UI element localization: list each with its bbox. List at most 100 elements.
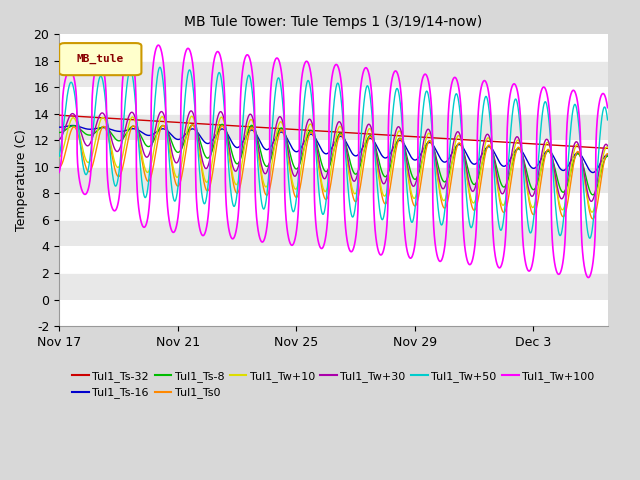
Legend: Tul1_Ts-32, Tul1_Ts-16, Tul1_Ts-8, Tul1_Ts0, Tul1_Tw+10, Tul1_Tw+30, Tul1_Tw+50,: Tul1_Ts-32, Tul1_Ts-16, Tul1_Ts-8, Tul1_… xyxy=(68,367,599,403)
Title: MB Tule Tower: Tule Temps 1 (3/19/14-now): MB Tule Tower: Tule Temps 1 (3/19/14-now… xyxy=(184,15,483,29)
Tul1_Tw+30 xyxy=(588,198,595,204)
Line: Tul1_Tw+100: Tul1_Tw+100 xyxy=(59,45,607,277)
Line: Tul1_Tw+10: Tul1_Tw+10 xyxy=(59,116,607,212)
Tul1_Ts-32 xyxy=(506,140,514,145)
Tul1_Tw+10 xyxy=(155,121,163,127)
Tul1_Tw+100 xyxy=(506,92,514,97)
Tul1_Ts-32 xyxy=(604,145,611,151)
Tul1_Tw+30 xyxy=(506,160,514,166)
Tul1_Ts-32 xyxy=(265,125,273,131)
Line: Tul1_Tw+30: Tul1_Tw+30 xyxy=(59,111,607,201)
Bar xyxy=(59,300,607,326)
Tul1_Tw+50 xyxy=(604,117,611,123)
Bar xyxy=(59,35,607,61)
Tul1_Ts-16 xyxy=(155,127,163,133)
Tul1_Tw+100 xyxy=(265,202,273,208)
Tul1_Ts0 xyxy=(412,203,420,208)
Tul1_Tw+30 xyxy=(412,180,420,185)
Line: Tul1_Ts-32: Tul1_Ts-32 xyxy=(59,115,607,148)
Tul1_Ts0 xyxy=(189,122,196,128)
Tul1_Ts0 xyxy=(589,216,596,222)
Line: Tul1_Ts-8: Tul1_Ts-8 xyxy=(59,124,607,195)
Tul1_Tw+50 xyxy=(465,214,472,219)
Tul1_Tw+100 xyxy=(604,105,611,110)
Tul1_Tw+50 xyxy=(265,171,273,177)
Bar xyxy=(59,193,607,220)
Tul1_Tw+50 xyxy=(384,172,392,178)
Tul1_Tw+10 xyxy=(604,144,611,150)
Tul1_Ts-16 xyxy=(506,156,514,162)
Tul1_Tw+50 xyxy=(412,197,420,203)
Tul1_Ts0 xyxy=(604,151,611,156)
Tul1_Ts0 xyxy=(55,164,63,170)
Tul1_Tw+50 xyxy=(55,154,63,159)
FancyBboxPatch shape xyxy=(59,43,141,75)
Tul1_Tw+30 xyxy=(155,112,163,118)
Tul1_Ts-32 xyxy=(384,132,392,138)
Bar xyxy=(59,114,607,141)
Tul1_Tw+100 xyxy=(55,169,63,175)
Tul1_Ts-32 xyxy=(412,134,420,140)
Tul1_Tw+30 xyxy=(55,137,63,143)
Tul1_Ts-8 xyxy=(218,121,226,127)
Tul1_Tw+50 xyxy=(506,136,514,142)
Tul1_Tw+100 xyxy=(384,183,392,189)
Tul1_Tw+10 xyxy=(384,184,392,190)
Tul1_Ts-16 xyxy=(55,124,63,130)
Tul1_Ts-8 xyxy=(412,176,420,182)
Tul1_Tw+50 xyxy=(586,235,594,241)
Tul1_Ts-8 xyxy=(506,169,514,175)
Tul1_Tw+10 xyxy=(588,209,596,215)
Tul1_Tw+30 xyxy=(265,163,273,169)
Bar xyxy=(59,273,607,300)
Tul1_Tw+30 xyxy=(604,143,611,149)
Tul1_Tw+50 xyxy=(155,66,163,72)
Tul1_Ts-16 xyxy=(412,157,420,163)
Line: Tul1_Tw+50: Tul1_Tw+50 xyxy=(59,67,607,238)
Tul1_Tw+100 xyxy=(412,233,420,239)
Bar xyxy=(59,61,607,87)
Tul1_Ts-8 xyxy=(155,127,163,132)
Bar xyxy=(59,87,607,114)
Tul1_Ts-8 xyxy=(604,154,611,159)
Tul1_Ts0 xyxy=(265,189,273,195)
Tul1_Ts-16 xyxy=(384,154,392,159)
Tul1_Tw+30 xyxy=(384,169,392,175)
Bar xyxy=(59,167,607,193)
Y-axis label: Temperature (C): Temperature (C) xyxy=(15,129,28,231)
Tul1_Ts-16 xyxy=(465,155,472,161)
Tul1_Tw+50 xyxy=(156,64,164,70)
Tul1_Ts-16 xyxy=(265,146,273,152)
Tul1_Ts-8 xyxy=(589,192,596,198)
Tul1_Ts-8 xyxy=(265,162,273,168)
Bar xyxy=(59,247,607,273)
Tul1_Tw+100 xyxy=(584,275,592,280)
Tul1_Ts0 xyxy=(506,184,514,190)
Tul1_Ts0 xyxy=(465,186,472,192)
Tul1_Tw+10 xyxy=(412,193,420,199)
Tul1_Ts-8 xyxy=(384,170,392,176)
Tul1_Ts-32 xyxy=(465,137,472,143)
Line: Tul1_Ts0: Tul1_Ts0 xyxy=(59,125,607,219)
Tul1_Ts-16 xyxy=(589,169,596,175)
Tul1_Ts-16 xyxy=(69,122,77,128)
Tul1_Tw+100 xyxy=(155,42,163,48)
Tul1_Ts0 xyxy=(384,195,392,201)
Tul1_Tw+10 xyxy=(188,113,196,119)
Bar xyxy=(59,141,607,167)
Tul1_Ts0 xyxy=(155,133,163,139)
Tul1_Ts-32 xyxy=(155,119,163,124)
Tul1_Tw+10 xyxy=(506,172,514,178)
Tul1_Ts-8 xyxy=(55,130,63,135)
Bar xyxy=(59,220,607,247)
Tul1_Ts-8 xyxy=(465,168,472,174)
Tul1_Tw+30 xyxy=(465,177,472,183)
Tul1_Tw+30 xyxy=(188,108,195,114)
Tul1_Tw+100 xyxy=(154,42,162,48)
Tul1_Tw+10 xyxy=(265,178,273,184)
Tul1_Tw+100 xyxy=(465,261,472,266)
Tul1_Ts-32 xyxy=(55,112,63,118)
Tul1_Tw+10 xyxy=(55,155,63,160)
Tul1_Tw+10 xyxy=(465,183,472,189)
Line: Tul1_Ts-16: Tul1_Ts-16 xyxy=(59,125,607,172)
